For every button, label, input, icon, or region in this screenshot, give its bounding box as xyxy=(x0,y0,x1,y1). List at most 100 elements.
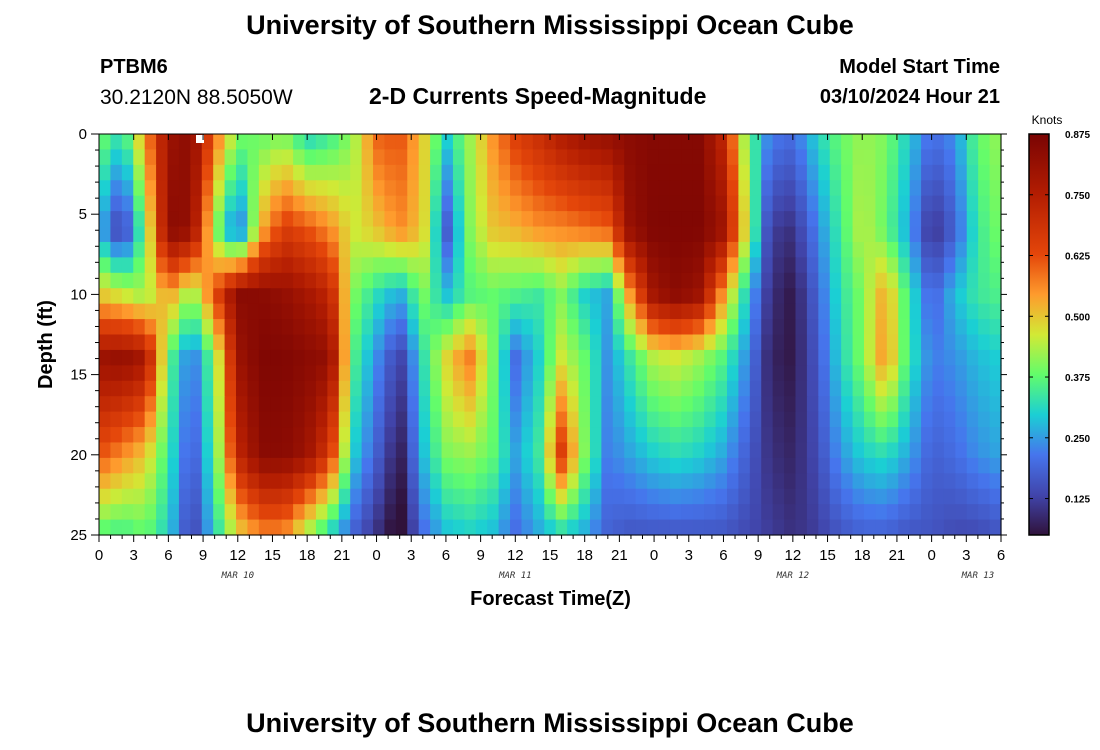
heatmap-cell xyxy=(647,396,660,413)
heatmap-cell xyxy=(578,272,591,289)
heatmap-cell xyxy=(578,504,591,521)
heatmap-cell xyxy=(715,288,728,305)
heatmap-cell xyxy=(635,319,648,336)
heatmap-cell xyxy=(464,303,477,320)
heatmap-cell xyxy=(795,272,808,289)
heatmap-cell xyxy=(989,442,1002,459)
heatmap-cell xyxy=(293,411,306,428)
heatmap-cell xyxy=(784,195,797,212)
heatmap-cell xyxy=(350,365,363,382)
heatmap-cell xyxy=(521,365,534,382)
heatmap-cell xyxy=(304,211,317,228)
heatmap-cell xyxy=(943,134,956,151)
heatmap-cell xyxy=(464,149,477,166)
heatmap-cell xyxy=(898,319,911,336)
heatmap-cell xyxy=(441,427,454,444)
heatmap-cell xyxy=(898,365,911,382)
heatmap-cell xyxy=(395,180,408,197)
heatmap-cell xyxy=(258,519,271,536)
heatmap-cell xyxy=(110,334,123,351)
heatmap-cell xyxy=(110,241,123,258)
heatmap-cell xyxy=(555,195,568,212)
heatmap-cell xyxy=(201,504,214,521)
heatmap-cell xyxy=(236,303,249,320)
heatmap-cell xyxy=(943,211,956,228)
heatmap-cell xyxy=(121,211,134,228)
heatmap-cell xyxy=(475,457,488,474)
heatmap-cell xyxy=(201,303,214,320)
heatmap-cell xyxy=(498,180,511,197)
heatmap-cell xyxy=(293,149,306,166)
heatmap-cell xyxy=(761,488,774,505)
heatmap-cell xyxy=(647,504,660,521)
heatmap-cell xyxy=(589,149,602,166)
heatmap-cell xyxy=(430,427,443,444)
heatmap-cell xyxy=(281,396,294,413)
heatmap-cell xyxy=(578,257,591,274)
heatmap-cell xyxy=(818,272,831,289)
heatmap-cell xyxy=(943,334,956,351)
heatmap-cell xyxy=(304,380,317,397)
y-tick-label: 25 xyxy=(70,527,87,544)
heatmap-cell xyxy=(430,164,443,181)
heatmap-cell xyxy=(395,164,408,181)
heatmap-cell xyxy=(555,442,568,459)
heatmap-cell xyxy=(270,380,283,397)
heatmap-cell xyxy=(749,195,762,212)
heatmap-cell xyxy=(749,226,762,243)
heatmap-cell xyxy=(110,288,123,305)
heatmap-cell xyxy=(350,396,363,413)
heatmap-cell xyxy=(921,349,934,366)
x-tick-label: 21 xyxy=(611,547,628,564)
heatmap-cell xyxy=(270,411,283,428)
heatmap-cell xyxy=(361,427,374,444)
heatmap-cell xyxy=(932,303,945,320)
heatmap-cell xyxy=(978,473,991,490)
heatmap-cell xyxy=(658,211,671,228)
heatmap-cell xyxy=(612,427,625,444)
heatmap-cell xyxy=(681,504,694,521)
heatmap-cell xyxy=(384,211,397,228)
heatmap-cell xyxy=(315,134,328,151)
heatmap-cell xyxy=(270,241,283,258)
heatmap-cell xyxy=(99,272,112,289)
heatmap-cell xyxy=(110,473,123,490)
heatmap-cell xyxy=(852,427,865,444)
heatmap-cell xyxy=(236,396,249,413)
heatmap-cell xyxy=(236,334,249,351)
heatmap-cell xyxy=(772,288,785,305)
heatmap-cell xyxy=(829,365,842,382)
heatmap-cell xyxy=(350,427,363,444)
heatmap-cell xyxy=(863,164,877,181)
heatmap-cell xyxy=(178,457,191,474)
heatmap-cell xyxy=(555,134,568,151)
heatmap-cell xyxy=(578,211,591,228)
heatmap-cell xyxy=(943,504,956,521)
heatmap-cell xyxy=(635,349,648,366)
heatmap-cell xyxy=(430,488,443,505)
heatmap-cell xyxy=(978,134,991,151)
heatmap-cell xyxy=(350,380,363,397)
heatmap-cell xyxy=(373,241,386,258)
heatmap-cell xyxy=(270,164,283,181)
heatmap-cell xyxy=(841,319,854,336)
heatmap-cell xyxy=(99,149,112,166)
heatmap-cell xyxy=(350,504,363,521)
heatmap-cell xyxy=(270,180,283,197)
colorbar-tick-label: 0.250 xyxy=(1065,434,1090,445)
heatmap-cell xyxy=(658,195,671,212)
heatmap-cell xyxy=(236,288,249,305)
heatmap-cell xyxy=(658,303,671,320)
heatmap-cell xyxy=(293,272,306,289)
heatmap-cell xyxy=(350,149,363,166)
heatmap-cell xyxy=(784,473,797,490)
heatmap-cell xyxy=(121,473,134,490)
heatmap-cell xyxy=(647,272,660,289)
heatmap-cell xyxy=(270,303,283,320)
heatmap-cell xyxy=(293,427,306,444)
heatmap-cell xyxy=(430,457,443,474)
heatmap-cell xyxy=(704,180,717,197)
heatmap-cell xyxy=(635,519,648,536)
heatmap-cell xyxy=(726,257,739,274)
heatmap-cell xyxy=(201,319,214,336)
